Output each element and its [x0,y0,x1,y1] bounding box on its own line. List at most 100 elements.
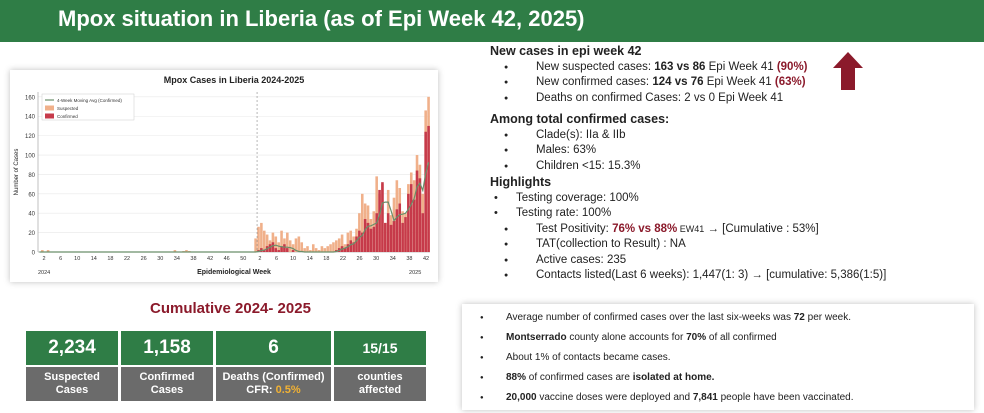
kpi-confirmed-label-line1: Confirmed [139,371,195,383]
confirmed-prefix: New confirmed cases: [536,76,653,88]
new-cases-heading: New cases in epi week 42 [490,44,642,58]
bar-suspected [262,230,266,252]
note-isolation: 88% of confirmed cases are isolated at h… [480,368,974,388]
bar-suspected [260,222,263,252]
y-axis-label: Number of Cases [14,149,20,196]
note-vaccine-mid: vaccine doses were deployed and [536,392,693,403]
confirmed-mid: Epi Week 41 [703,76,775,88]
bar-confirmed [286,248,289,252]
bar-confirmed [375,213,378,252]
positivity-prefix: Test Positivity: [536,222,613,235]
x-tick-label: 22 [340,256,346,262]
bar-confirmed [352,242,355,252]
bar-confirmed [369,228,373,252]
highlights-heading: Highlights [490,175,552,189]
suspected-prefix: New suspected cases: [536,60,655,73]
note-montserrado-bold2: 70% [686,332,707,343]
page-title: Mpox situation in Liberia (as of Epi Wee… [58,6,585,31]
new-confirmed-line: New confirmed cases: 124 vs 76 Epi Week … [490,75,886,91]
confirmed-bold: 124 vs 76 [652,76,704,88]
bar-confirmed [262,250,266,252]
bar-suspected [326,246,329,252]
kpi-confirmed-label-line2: Cases [150,384,184,396]
bar-suspected [332,242,335,252]
bar-suspected [288,240,292,252]
bar-suspected [337,238,341,252]
mpox-chart: Mpox Cases in Liberia 2024-2025 0 20 40 60 80… [14,75,430,276]
kpi-counties: 15/15 counties affected [334,331,426,401]
x-tick-label: 14 [307,256,313,262]
note-isolation-bold2: isolated at home. [632,372,715,383]
legend-label: Confirmed [57,114,78,119]
x-tick-label: 18 [323,256,329,262]
bar-suspected [280,230,283,252]
x-tick-label: 18 [107,256,113,262]
summary-panel: New cases in epi week 42 New suspected c… [490,44,886,284]
kpi-counties-label: counties affected [334,367,426,401]
bar-confirmed [366,222,370,252]
note-vaccine-bold1: 20,000 [506,392,537,403]
bar-suspected [300,242,304,252]
testing-rate-line: Testing rate: 100% [490,206,886,222]
kpi-deaths-cfr: CFR: 0.5% [246,384,300,397]
bar-confirmed [271,242,275,252]
note-average-bold: 72 [793,312,805,323]
bar-confirmed [427,125,430,252]
positivity-suffix: → [Cumulative : 53%] [704,222,819,235]
legend-label: Suspected [57,106,79,111]
x-tick-label: 2 [42,256,45,262]
bar-confirmed [384,222,387,252]
note-isolation-bold1: 88% [506,372,527,383]
bar-confirmed [381,182,384,252]
bar-suspected [254,238,257,252]
x-tick-label: 34 [174,256,180,262]
kpi-counties-value: 15/15 [334,331,426,365]
bar-confirmed [274,248,278,252]
kpi-suspected: 2,234 Suspected Cases [26,331,118,401]
bar-suspected [173,250,177,252]
kpi-confirmed-value: 1,158 [121,331,213,365]
note-vaccine-bold2: 7,841 [692,392,718,403]
y-tick-label: 60 [28,192,35,198]
x-tick-label: 38 [190,256,196,262]
y-tick-label: 80 [28,173,35,179]
cfr-value: 0.5% [275,384,301,396]
bar-suspected [274,236,278,252]
kpi-suspected-value: 2,234 [26,331,118,365]
bar-confirmed [412,199,416,252]
bar-suspected [329,244,332,252]
total-heading: Among total confirmed cases: [490,112,670,126]
bar-suspected [335,240,338,252]
suspected-bold: 163 vs 86 [654,60,706,73]
bar-confirmed [343,248,347,252]
x-tick-label: 6 [275,256,278,262]
x-tick-label: 26 [357,256,363,262]
x-tick-label: 30 [373,256,379,262]
year-label-2025: 2025 [409,270,421,276]
y-tick-label: 120 [25,134,36,140]
x-tick-label: 26 [141,256,147,262]
bar-suspected [317,250,321,252]
note-vaccine-suffix: people have been vaccinated. [717,392,854,403]
kpi-counties-label-line2: affected [358,384,402,396]
positivity-ew: EW41 [677,223,705,234]
bar-suspected [311,244,315,252]
y-tick-label: 0 [32,251,36,257]
suspected-pct: (90%) [776,60,808,73]
bar-confirmed [355,236,358,252]
males-line: Males: 63% [490,143,886,159]
kpi-deaths-label-line1: Deaths (Confirmed) [222,371,325,383]
active-line: Active cases: 235 [490,253,886,269]
note-average: Average number of confirmed cases over t… [480,308,974,328]
y-tick-label: 100 [25,154,36,160]
bar-suspected [323,248,327,252]
y-tick-label: 140 [25,115,36,121]
x-tick-label: 34 [390,256,396,262]
note-average-suffix: per week. [804,312,851,323]
legend-swatch [45,113,54,119]
bar-confirmed [372,226,376,252]
confirmed-pct: (63%) [774,76,806,88]
bar-suspected [257,226,260,252]
bar-suspected [297,236,301,252]
x-tick-label: 6 [59,256,62,262]
